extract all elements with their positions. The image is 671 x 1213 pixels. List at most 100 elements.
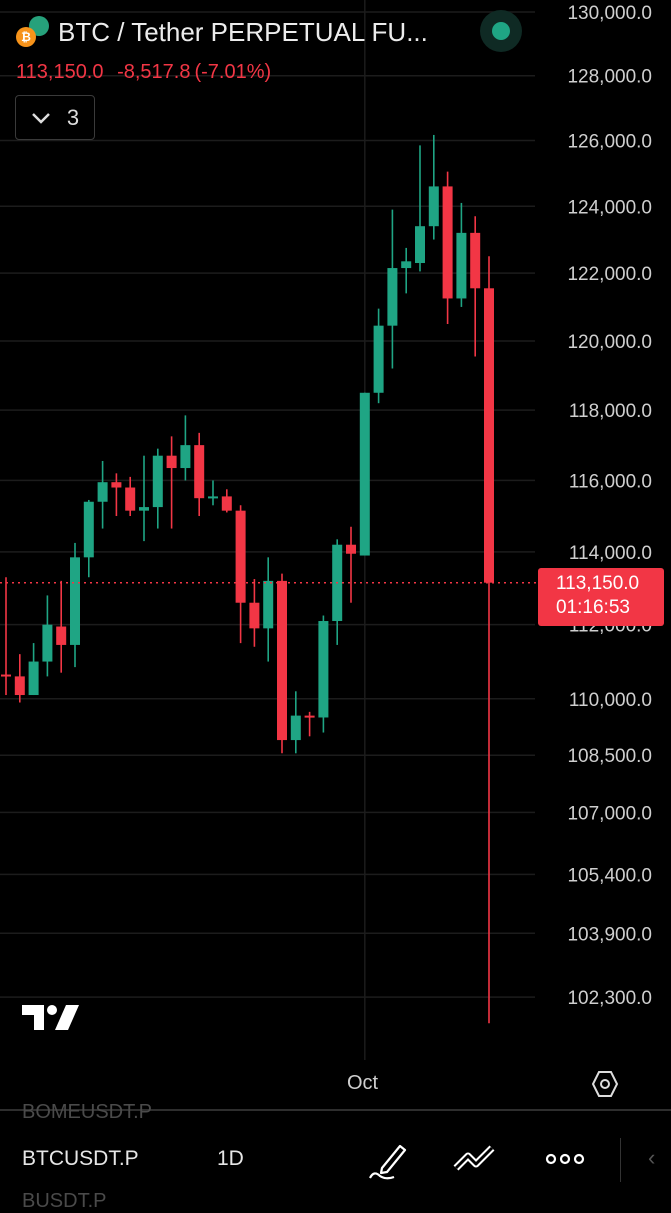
symbol-title[interactable]: BTC / Tether PERPETUAL FU...	[58, 17, 428, 47]
candle	[111, 473, 122, 517]
price-change-pct: (-7.01%)	[194, 61, 272, 83]
candle	[484, 256, 494, 1024]
bitcoin-icon: ₿	[16, 27, 36, 47]
candle	[56, 580, 67, 673]
candle	[208, 480, 218, 506]
candle	[415, 145, 425, 272]
candle-body	[484, 288, 494, 583]
candle	[277, 573, 287, 754]
more-icon[interactable]	[545, 1138, 585, 1180]
candle-body	[14, 676, 25, 696]
candle-body	[97, 482, 108, 502]
candle	[290, 691, 301, 754]
price-tick-label: 128,000.0	[567, 67, 652, 88]
candle-body	[304, 715, 315, 718]
candle	[42, 595, 53, 677]
candle	[221, 489, 232, 513]
price-tick-label: 130,000.0	[567, 3, 652, 24]
price-tick-label: 102,300.0	[567, 988, 652, 1009]
candle-body	[42, 624, 53, 662]
candle-body	[401, 261, 412, 269]
candle	[263, 557, 274, 662]
price-tick-label: 124,000.0	[567, 197, 652, 218]
candle-body	[194, 445, 205, 499]
indicators-count: 3	[66, 104, 80, 130]
candle	[359, 392, 370, 556]
prev-symbol[interactable]: BOMEUSDT.P	[22, 1101, 153, 1123]
price-tick-label: 107,000.0	[567, 803, 652, 824]
candle-body	[290, 715, 301, 741]
price-tick-label: 114,000.0	[569, 543, 652, 564]
chart-settings-icon[interactable]	[591, 1070, 619, 1098]
candle-body	[346, 544, 356, 554]
market-status-button[interactable]	[480, 10, 522, 52]
candle	[249, 579, 260, 647]
price-tick-label: 103,900.0	[567, 924, 652, 945]
bar-countdown: 01:16:53	[556, 597, 630, 618]
indicators-collapse-button[interactable]: 3	[15, 95, 95, 140]
price-change: -8,517.8	[117, 61, 191, 83]
price-tick-label: 118,000.0	[569, 401, 652, 422]
candle-body	[56, 626, 67, 645]
pencil-draw-icon[interactable]	[368, 1138, 410, 1180]
candle-body	[28, 661, 39, 696]
candle	[442, 171, 453, 324]
candle-body	[277, 580, 287, 741]
candle-body	[125, 487, 136, 511]
candle-body	[235, 510, 246, 603]
candle	[235, 505, 246, 644]
chevron-down-icon	[31, 112, 50, 124]
price-quote: 113,150.0 -8,517.8 (-7.01%)	[16, 61, 279, 84]
toolbar-divider	[620, 1138, 621, 1182]
candle	[166, 436, 177, 529]
candle-body	[1, 674, 11, 677]
candle	[346, 526, 356, 603]
candle-body	[180, 445, 191, 469]
last-price-value: 113,150.0	[556, 573, 640, 594]
candle	[28, 643, 39, 696]
candles	[0, 134, 540, 1024]
price-tick-label: 122,000.0	[567, 264, 652, 285]
candle-body	[208, 496, 218, 499]
candle	[14, 654, 25, 703]
interval-selector[interactable]: 1D	[217, 1147, 244, 1170]
tradingview-logo[interactable]	[22, 1002, 80, 1032]
candle-body	[263, 580, 274, 629]
candle	[401, 247, 412, 294]
candle	[125, 476, 136, 517]
price-tick-label: 105,400.0	[567, 865, 652, 886]
price-tick-label: 108,500.0	[567, 746, 652, 767]
price-tick-label: 120,000.0	[567, 332, 652, 353]
candlestick-chart[interactable]: 130,000.0 128,000.0 126,000.0 124,000.0 122,…	[0, 0, 671, 1110]
candle-body	[111, 482, 122, 488]
live-dot-icon	[492, 22, 510, 40]
candle	[373, 308, 384, 404]
candle-body	[456, 232, 467, 299]
candle-body	[415, 226, 425, 264]
time-axis-label: Oct	[347, 1072, 379, 1094]
candle	[97, 460, 108, 529]
symbol-selector[interactable]: BTCUSDT.P	[22, 1147, 139, 1170]
indicators-icon[interactable]	[452, 1138, 498, 1180]
candle	[70, 542, 80, 668]
candle-body	[428, 186, 439, 227]
candle-body	[470, 232, 481, 289]
candle-body	[442, 186, 453, 299]
candle	[456, 202, 467, 307]
last-price: 113,150.0	[16, 61, 104, 83]
price-axis[interactable]: 130,000.0 128,000.0 126,000.0 124,000.0 122,…	[567, 3, 652, 1009]
candle-body	[318, 621, 329, 718]
candle-body	[373, 325, 384, 393]
candle-body	[83, 501, 94, 558]
next-symbol[interactable]: BUSDT.P	[22, 1190, 107, 1212]
candle-body	[166, 455, 177, 469]
last-price-label: 113,150.0 01:16:53	[538, 568, 664, 626]
back-arrow-icon[interactable]: ‹	[648, 1145, 656, 1170]
price-tick-label: 110,000.0	[569, 690, 652, 711]
grid-lines	[0, 0, 535, 1060]
divider	[0, 1109, 671, 1111]
candle-body	[249, 602, 260, 629]
price-tick-label: 116,000.0	[569, 471, 652, 492]
candle-body	[359, 392, 370, 556]
candle	[152, 448, 163, 529]
